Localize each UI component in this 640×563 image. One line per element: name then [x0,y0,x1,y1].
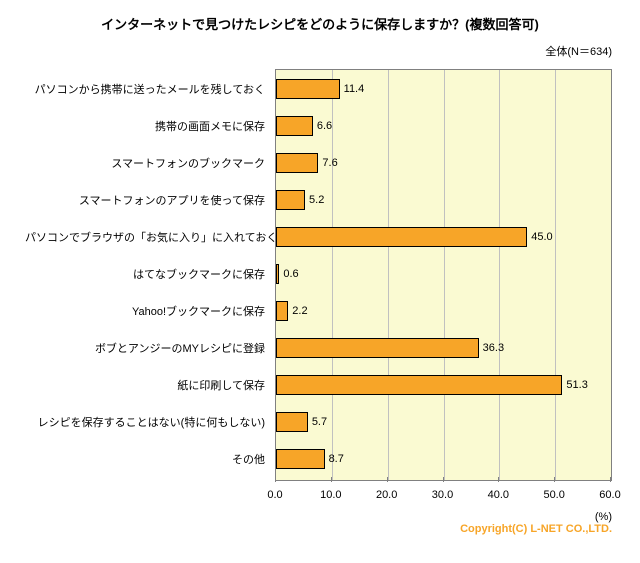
bar-row: 紙に印刷して保存 51.3 [25,375,612,395]
xtick-label: 10.0 [320,489,341,501]
bar-row: パソコンから携帯に送ったメールを残しておく 11.4 [25,79,612,99]
bar [276,412,308,432]
category-label: 紙に印刷して保存 [25,377,265,393]
xtick-mark [275,477,276,482]
value-label: 0.6 [283,268,298,280]
bar [276,116,313,136]
bar [276,301,288,321]
category-label: ボブとアンジーのMYレシピに登録 [25,340,265,356]
bar [276,264,279,284]
xtick-label: 40.0 [488,489,509,501]
category-label: パソコンでブラウザの「お気に入り」に入れておく [25,229,265,245]
category-label: はてなブックマークに保存 [25,266,265,282]
bar [276,338,479,358]
category-label: レシピを保存することはない(特に何もしない) [25,414,265,430]
xtick-mark [387,477,388,482]
bar-row: ボブとアンジーのMYレシピに登録 36.3 [25,338,612,358]
xtick-label: 20.0 [376,489,397,501]
value-label: 11.4 [344,83,365,95]
bar [276,190,305,210]
xtick-mark [610,477,611,482]
bar-row: スマートフォンのアプリを使って保存 5.2 [25,190,612,210]
bar-row: その他 8.7 [25,449,612,469]
xtick-mark [331,477,332,482]
chart-area: 0.010.020.030.040.050.060.0パソコンから携帯に送ったメ… [25,63,612,511]
category-label: スマートフォンのブックマーク [25,155,265,171]
value-label: 8.7 [329,453,344,465]
bar-row: パソコンでブラウザの「お気に入り」に入れておく 45.0 [25,227,612,247]
chart-subtitle: 全体(N＝634) [0,33,640,59]
bar-row: スマートフォンのブックマーク 7.6 [25,153,612,173]
xtick-mark [443,477,444,482]
x-axis-unit: (%) [0,511,640,523]
bar-row: 携帯の画面メモに保存 6.6 [25,116,612,136]
xtick-label: 50.0 [543,489,564,501]
bar [276,153,318,173]
bar-row: レシピを保存することはない(特に何もしない) 5.7 [25,412,612,432]
chart-title: インターネットで見つけたレシピをどのように保存しますか？(複数回答可) [0,0,640,33]
bar-row: はてなブックマークに保存 0.6 [25,264,612,284]
bar [276,375,562,395]
category-label: スマートフォンのアプリを使って保存 [25,192,265,208]
xtick-mark [498,477,499,482]
category-label: 携帯の画面メモに保存 [25,118,265,134]
value-label: 6.6 [317,120,332,132]
value-label: 45.0 [531,231,552,243]
value-label: 36.3 [483,342,504,354]
bar [276,227,527,247]
category-label: Yahoo!ブックマークに保存 [25,303,265,319]
xtick-mark [554,477,555,482]
copyright: Copyright(C) L-NET CO.,LTD. [0,523,640,535]
value-label: 2.2 [292,305,307,317]
value-label: 5.2 [309,194,324,206]
category-label: パソコンから携帯に送ったメールを残しておく [25,81,265,97]
value-label: 51.3 [566,379,587,391]
bar [276,449,325,469]
xtick-label: 30.0 [432,489,453,501]
value-label: 5.7 [312,416,327,428]
category-label: その他 [25,451,265,467]
xtick-label: 60.0 [599,489,620,501]
value-label: 7.6 [322,157,337,169]
bar [276,79,340,99]
bar-row: Yahoo!ブックマークに保存 2.2 [25,301,612,321]
xtick-label: 0.0 [267,489,282,501]
